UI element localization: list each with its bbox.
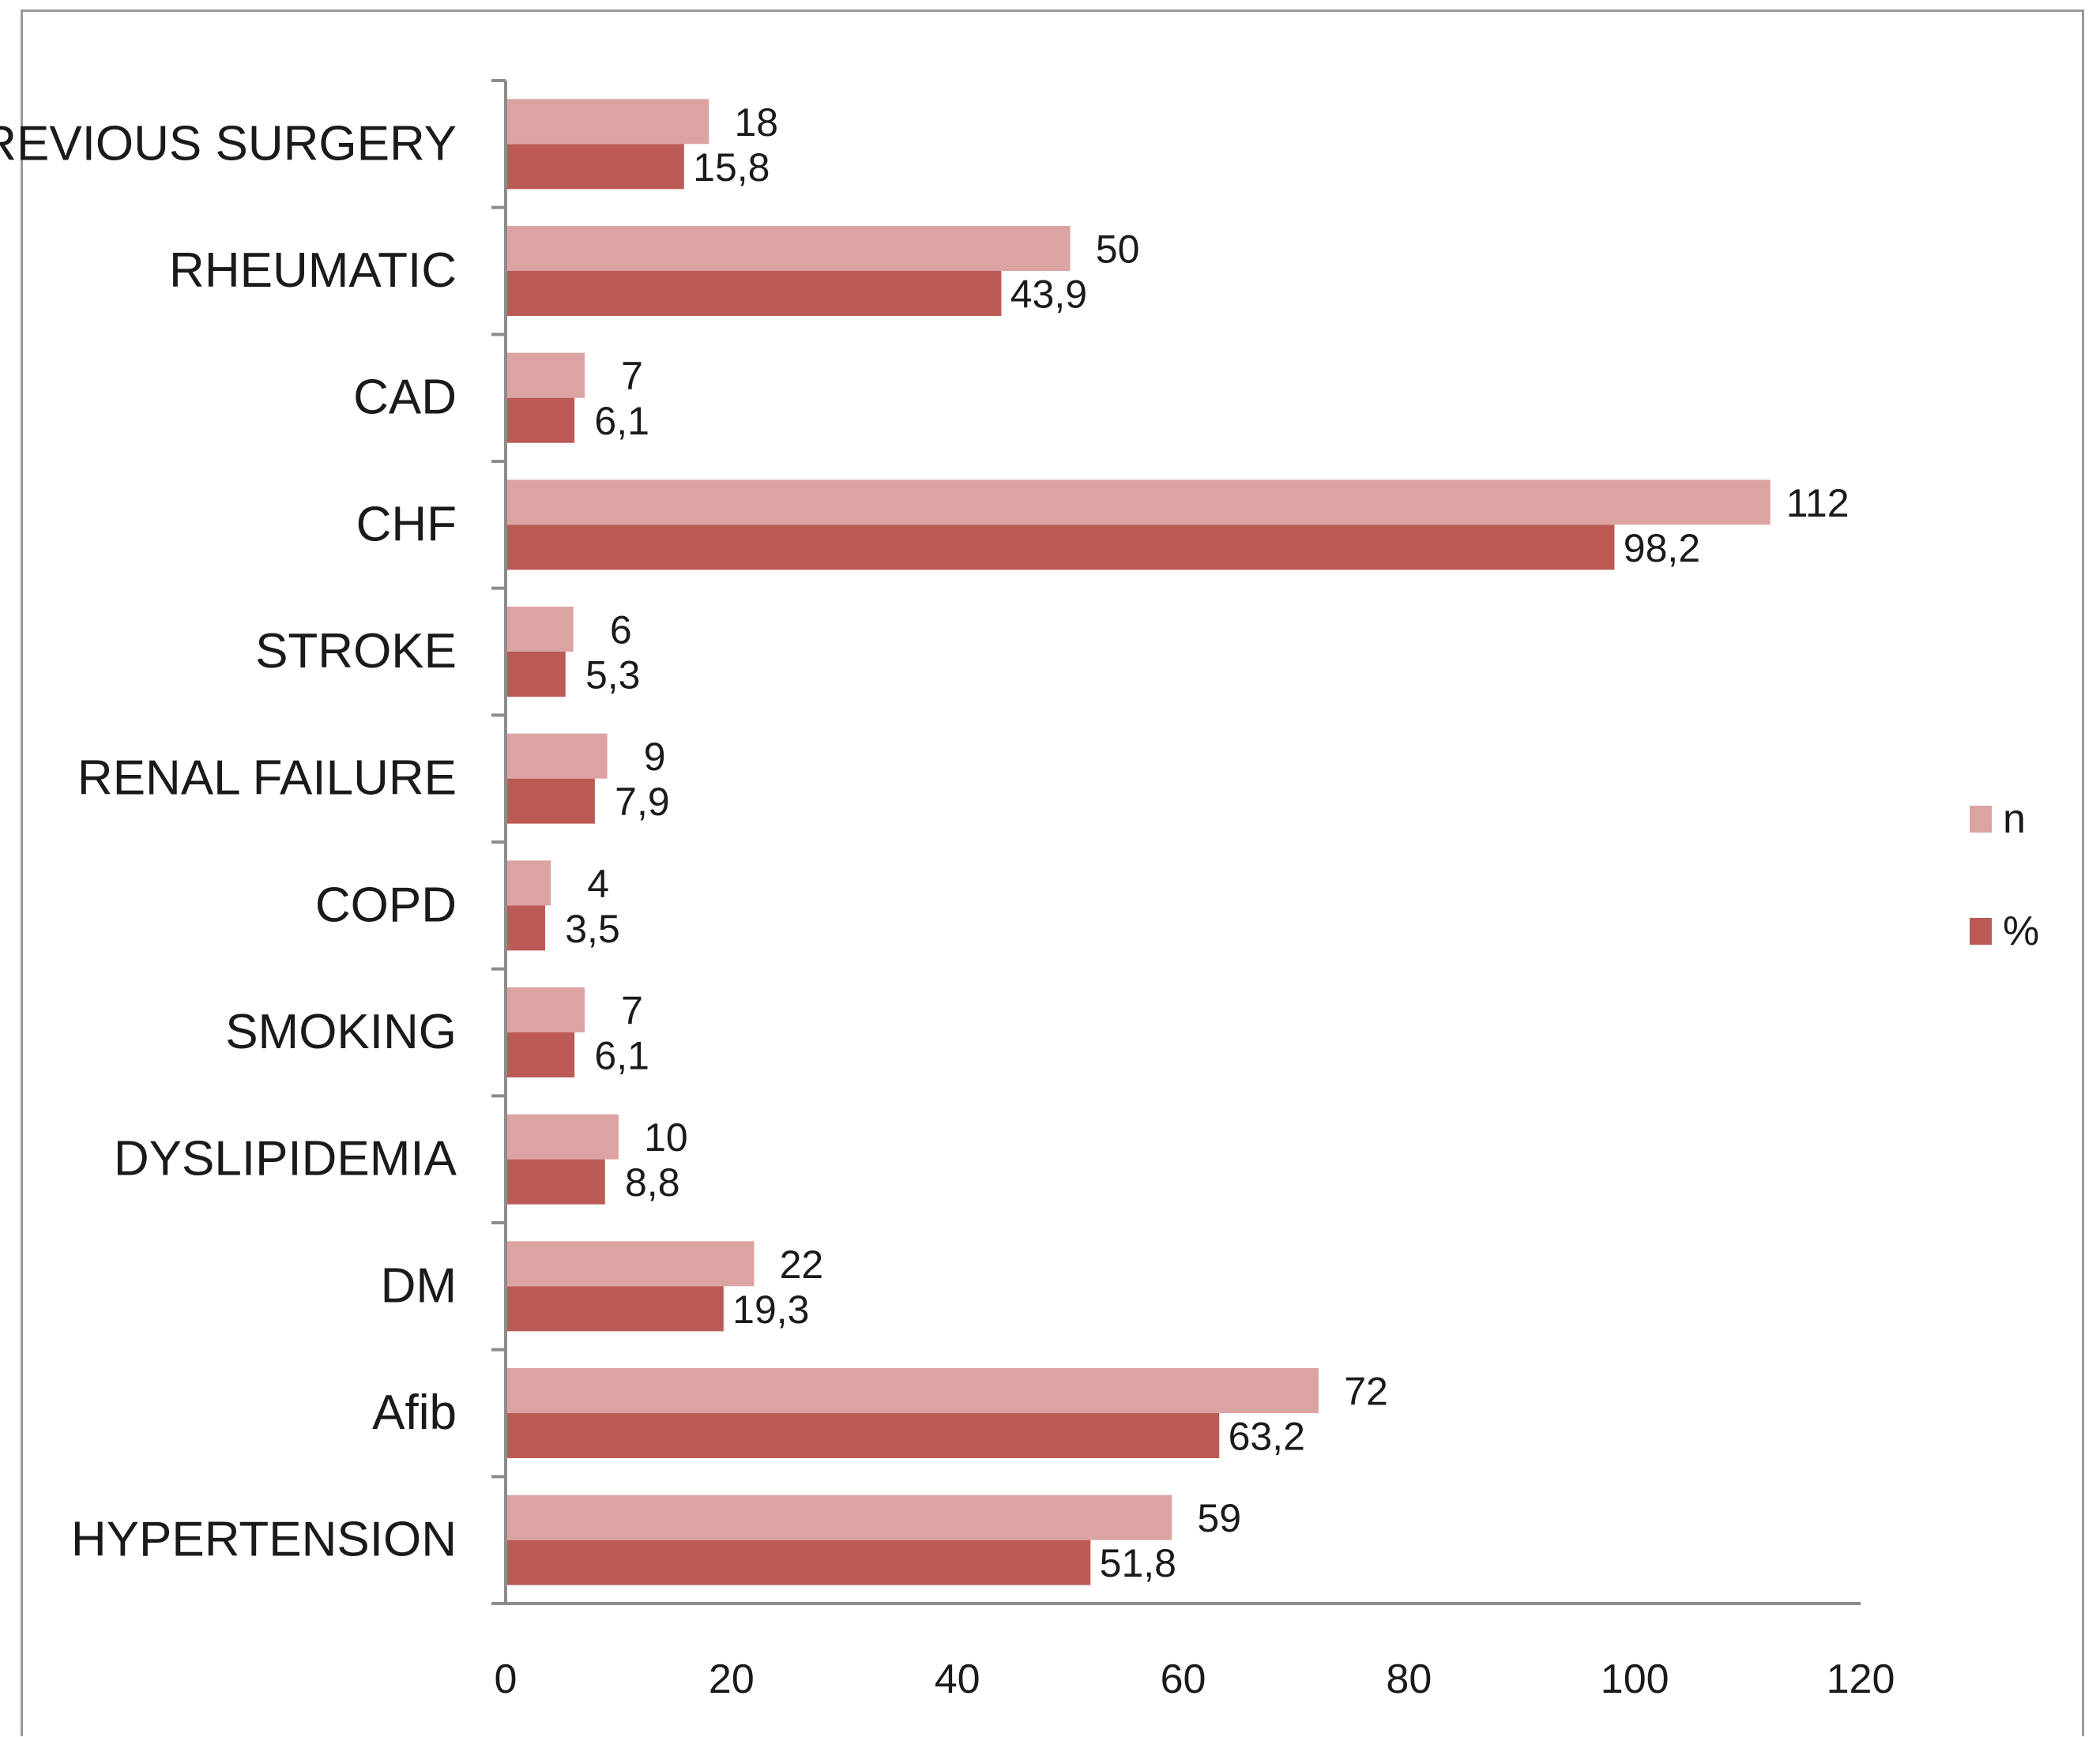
bar-percent xyxy=(506,1032,575,1077)
x-tick-label: 60 xyxy=(1161,1656,1206,1702)
data-label-percent: 98,2 xyxy=(1624,526,1700,570)
data-label-n: 7 xyxy=(621,989,643,1033)
axis-layer xyxy=(491,79,1861,1605)
bar-n xyxy=(506,860,551,906)
category-label: DM xyxy=(381,1258,457,1313)
bar-n xyxy=(506,733,608,779)
data-label-percent: 3,5 xyxy=(565,907,620,951)
data-label-n: 59 xyxy=(1197,1496,1241,1540)
category-label: RENAL FAILURE xyxy=(77,751,457,806)
data-label-percent: 6,1 xyxy=(594,399,649,443)
data-label-n: 7 xyxy=(621,354,643,398)
data-label-n: 72 xyxy=(1344,1370,1388,1414)
x-tick-label: 0 xyxy=(495,1656,517,1702)
data-label-percent: 63,2 xyxy=(1229,1415,1305,1459)
legend-label: % xyxy=(2003,908,2039,954)
data-label-percent: 15,8 xyxy=(693,145,770,190)
data-label-n: 10 xyxy=(644,1115,688,1160)
bar-percent xyxy=(506,1413,1220,1458)
data-label-percent: 6,1 xyxy=(594,1034,649,1078)
bar-n xyxy=(506,987,585,1032)
category-label: CHF xyxy=(356,497,457,551)
data-label-percent: 43,9 xyxy=(1010,273,1087,317)
bar-n xyxy=(506,1494,1172,1540)
category-label: SMOKING xyxy=(225,1005,457,1059)
bar-percent xyxy=(506,778,595,824)
data-label-n: 6 xyxy=(610,608,632,652)
x-tick-label: 120 xyxy=(1827,1656,1895,1702)
bar-percent xyxy=(506,1540,1091,1585)
bar-n xyxy=(506,226,1071,271)
category-label: CAD xyxy=(353,370,457,425)
data-label-percent: 51,8 xyxy=(1100,1541,1176,1585)
legend-swatch xyxy=(1970,918,1992,945)
legend-label: n xyxy=(2003,796,2026,842)
bar-n xyxy=(506,1114,619,1160)
bar-n xyxy=(506,479,1771,525)
data-label-n: 9 xyxy=(644,735,666,779)
bars-layer xyxy=(506,99,1771,1585)
bar-n xyxy=(506,1241,755,1287)
data-label-percent: 8,8 xyxy=(625,1160,680,1205)
data-label-percent: 7,9 xyxy=(615,780,670,824)
bar-percent xyxy=(506,271,1002,316)
bar-percent xyxy=(506,1286,724,1332)
data-label-n: 22 xyxy=(780,1243,824,1287)
category-label: Afib xyxy=(372,1385,457,1440)
x-tick-label: 40 xyxy=(935,1656,980,1702)
legend-swatch xyxy=(1970,806,1992,833)
x-tick-label: 20 xyxy=(709,1656,755,1702)
bar-percent xyxy=(506,144,684,190)
category-label: HYPERTENSION xyxy=(71,1513,457,1567)
bar-n xyxy=(506,607,574,652)
data-label-percent: 5,3 xyxy=(585,653,641,697)
data-label-n: 4 xyxy=(587,862,609,906)
data-label-percent: 19,3 xyxy=(732,1288,809,1332)
x-tick-label: 80 xyxy=(1386,1656,1432,1702)
category-label: STROKE xyxy=(255,624,457,679)
bar-percent xyxy=(506,652,566,697)
data-label-n: 112 xyxy=(1786,481,1850,525)
data-label-n: 50 xyxy=(1096,227,1140,272)
bar-n xyxy=(506,1368,1319,1413)
category-label: PREVIOUS SURGERY xyxy=(0,116,457,171)
legend: n% xyxy=(1970,796,2039,954)
bar-percent xyxy=(506,524,1615,570)
bar-percent xyxy=(506,397,575,443)
category-label: DYSLIPIDEMIA xyxy=(114,1132,457,1186)
bar-percent xyxy=(506,1159,605,1205)
x-tick-label: 100 xyxy=(1601,1656,1669,1702)
category-label: RHEUMATIC xyxy=(169,243,457,298)
data-label-n: 18 xyxy=(734,100,778,145)
bar-n xyxy=(506,352,585,398)
category-label: COPD xyxy=(315,878,457,932)
bar-n xyxy=(506,99,709,145)
bar-percent xyxy=(506,905,546,951)
